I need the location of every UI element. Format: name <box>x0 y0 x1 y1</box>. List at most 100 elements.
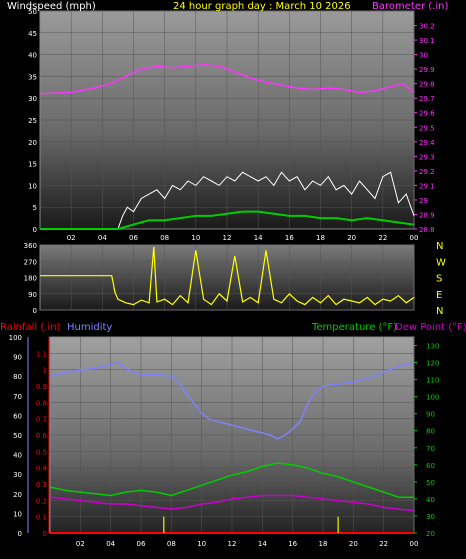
humidity-tick-label: 50 <box>13 432 22 440</box>
x-tick-label: 02 <box>67 234 76 242</box>
windspeed-tick-label: 50 <box>28 8 37 16</box>
windspeed-tick-label: 30 <box>28 95 37 103</box>
rainfall-tick-label: 0.3 <box>36 481 47 489</box>
x-tick-label: 20 <box>347 234 356 242</box>
windspeed-tick-label: 0 <box>33 226 37 234</box>
x-tick-label: 00 <box>410 234 419 242</box>
rainfall-tick-label: 0.6 <box>36 432 48 440</box>
temperature-tick-label: 110 <box>426 377 439 385</box>
direction-tick-label: 360 <box>24 242 37 250</box>
rainfall-tick-label: 1 <box>43 367 47 375</box>
x-tick-label: 00 <box>410 540 419 548</box>
x-tick-label: 08 <box>167 540 176 548</box>
direction-tick-label: 180 <box>24 275 37 283</box>
barometer-tick-label: 29.4 <box>419 139 435 147</box>
barometer-tick-label: 29.8 <box>419 81 435 89</box>
dewpoint-label: Dew Point (°F) <box>395 322 466 333</box>
windspeed-tick-label: 25 <box>28 117 37 125</box>
rainfall-tick-label: 0.4 <box>36 465 48 473</box>
rainfall-label: Rainfall (.in) <box>0 322 61 333</box>
windspeed-tick-label: 20 <box>28 139 37 147</box>
barometer-label: Barometer (.in) <box>372 1 448 12</box>
barometer-tick-label: 29.5 <box>419 124 435 132</box>
rainfall-tick-label: 0.9 <box>36 383 47 391</box>
x-tick-label: 22 <box>378 234 387 242</box>
x-tick-label: 02 <box>76 540 85 548</box>
direction-tick-label: 270 <box>24 258 37 266</box>
x-tick-label: 04 <box>98 234 107 242</box>
dewpoint-line <box>49 494 415 512</box>
temperature-label: Temperature (°F) <box>311 322 397 333</box>
compass-label: E <box>436 290 442 301</box>
windspeed-tick-label: 45 <box>28 30 37 38</box>
temperature-tick-label: 20 <box>426 530 435 538</box>
humidity-label: Humidity <box>67 322 112 333</box>
humidity-line <box>49 361 415 440</box>
barometer-tick-label: 30.1 <box>419 37 435 45</box>
windspeed-tick-label: 10 <box>28 182 37 190</box>
humidity-tick-label: 80 <box>13 373 22 381</box>
humidity-tick-label: 0 <box>18 530 22 538</box>
compass-label: N <box>436 241 443 252</box>
direction-tick-label: 0 <box>33 307 37 315</box>
windspeed-label: Windspeed (mph) <box>7 1 96 12</box>
temperature-tick-label: 30 <box>426 513 435 521</box>
rainfall-tick-label: 0.5 <box>36 448 47 456</box>
barometer-tick-label: 29.9 <box>419 66 435 74</box>
wind-gust-line <box>40 171 415 230</box>
compass-label: N <box>436 306 443 317</box>
rainfall-tick-label: 0.7 <box>36 416 47 424</box>
barometer-tick-label: 29 <box>419 197 428 205</box>
x-tick-label: 12 <box>228 540 237 548</box>
x-tick-label: 22 <box>379 540 388 548</box>
windspeed-tick-label: 40 <box>28 52 37 60</box>
humidity-tick-label: 90 <box>13 354 22 362</box>
windspeed-tick-label: 5 <box>33 204 37 212</box>
x-tick-label: 12 <box>223 234 232 242</box>
barometer-tick-label: 29.7 <box>419 95 435 103</box>
x-tick-label: 06 <box>129 234 138 242</box>
wind-average-line <box>40 210 415 230</box>
compass-label: S <box>436 274 442 285</box>
humidity-tick-label: 10 <box>13 510 22 518</box>
barometer-tick-label: 29.6 <box>419 110 435 118</box>
humidity-tick-label: 100 <box>9 334 22 342</box>
temperature-tick-label: 100 <box>426 394 439 402</box>
x-tick-label: 16 <box>288 540 297 548</box>
barometer-tick-label: 30 <box>419 52 428 60</box>
chart-title: 24 hour graph day : March 10 2026 <box>173 1 351 12</box>
x-tick-label: 16 <box>285 234 294 242</box>
windspeed-tick-label: 35 <box>28 73 37 81</box>
temperature-tick-label: 70 <box>426 445 435 453</box>
barometer-tick-label: 29.3 <box>419 153 435 161</box>
barometer-tick-label: 29.1 <box>419 182 435 190</box>
temperature-tick-label: 40 <box>426 496 435 504</box>
temperature-tick-label: 120 <box>426 360 439 368</box>
x-tick-label: 18 <box>319 540 328 548</box>
temperature-tick-label: 130 <box>426 343 439 351</box>
direction-tick-label: 90 <box>28 291 37 299</box>
temperature-tick-label: 50 <box>426 479 435 487</box>
temperature-tick-label: 80 <box>426 428 435 436</box>
humidity-tick-label: 20 <box>13 491 22 499</box>
rainfall-tick-label: 1.1 <box>36 350 47 358</box>
temperature-line <box>49 462 414 498</box>
humidity-tick-label: 70 <box>13 393 22 401</box>
humidity-tick-label: 60 <box>13 412 22 420</box>
rainfall-tick-label: 0.2 <box>36 497 47 505</box>
compass-label: W <box>436 257 446 268</box>
barometer-line <box>39 64 415 95</box>
wind-direction-line <box>40 246 415 306</box>
humidity-tick-label: 30 <box>13 471 22 479</box>
x-tick-label: 06 <box>137 540 146 548</box>
x-tick-label: 10 <box>191 234 200 242</box>
barometer-tick-label: 28.8 <box>419 226 435 234</box>
x-tick-label: 14 <box>258 540 267 548</box>
x-tick-label: 18 <box>316 234 325 242</box>
barometer-tick-label: 29.2 <box>419 168 435 176</box>
rainfall-tick-label: 0.1 <box>36 514 47 522</box>
x-tick-label: 20 <box>349 540 358 548</box>
humidity-tick-label: 40 <box>13 452 22 460</box>
